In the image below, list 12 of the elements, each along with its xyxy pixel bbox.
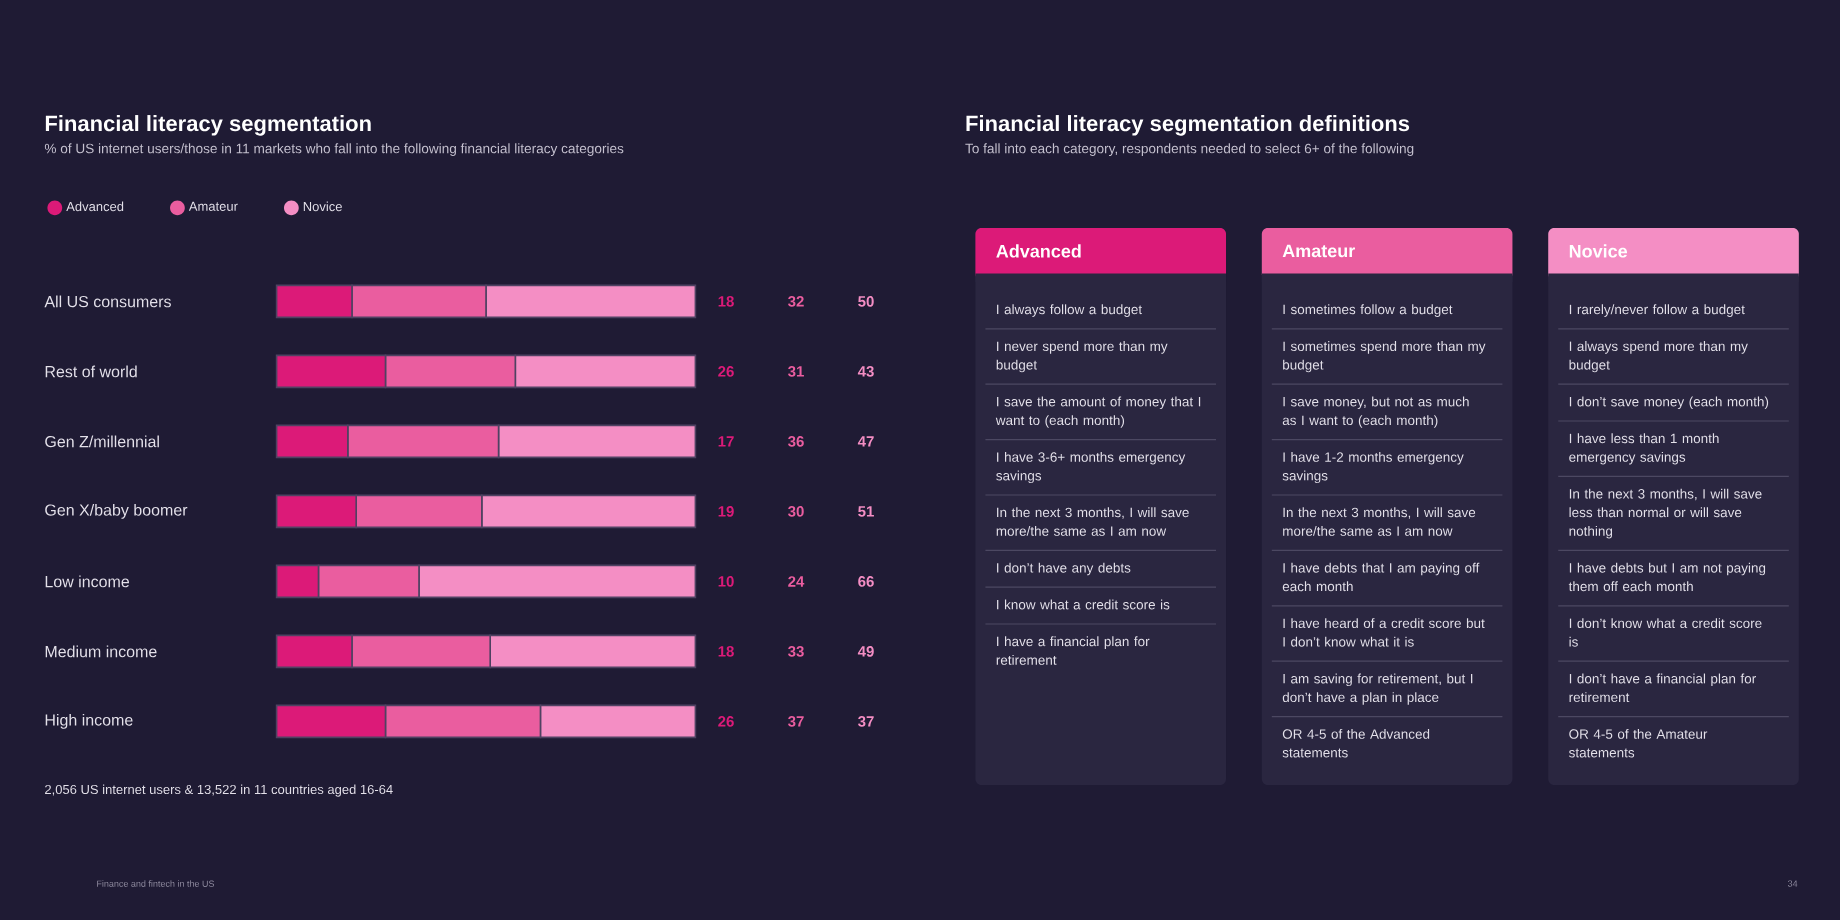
text: Novice (1569, 244, 1628, 258)
y-tick-label: Gen X/baby boomer (45, 503, 188, 519)
y-tick-label: Gen Z/millennial (45, 435, 159, 448)
text: Financial literacy segmentation definitions (966, 115, 1410, 136)
y-tick-label: Rest of world (45, 365, 137, 378)
chart-title: Financial literacy segmentation (45, 115, 371, 136)
text: Amateur (1282, 244, 1355, 258)
y-tick-label: Medium income (45, 645, 157, 658)
y-tick-label: High income (45, 713, 133, 729)
y-tick-label: Low income (45, 575, 130, 588)
y-tick-label: All US consumers (44, 295, 171, 308)
text: Advanced (996, 244, 1081, 258)
